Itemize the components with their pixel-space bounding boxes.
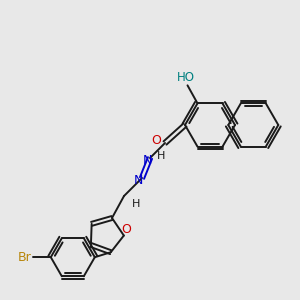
Text: N: N (133, 173, 143, 187)
Text: N: N (142, 154, 152, 166)
Text: O: O (121, 223, 131, 236)
Text: Br: Br (18, 251, 32, 264)
Text: O: O (151, 134, 161, 148)
Text: H: H (157, 151, 165, 161)
Text: HO: HO (176, 71, 194, 84)
Text: H: H (132, 199, 140, 209)
